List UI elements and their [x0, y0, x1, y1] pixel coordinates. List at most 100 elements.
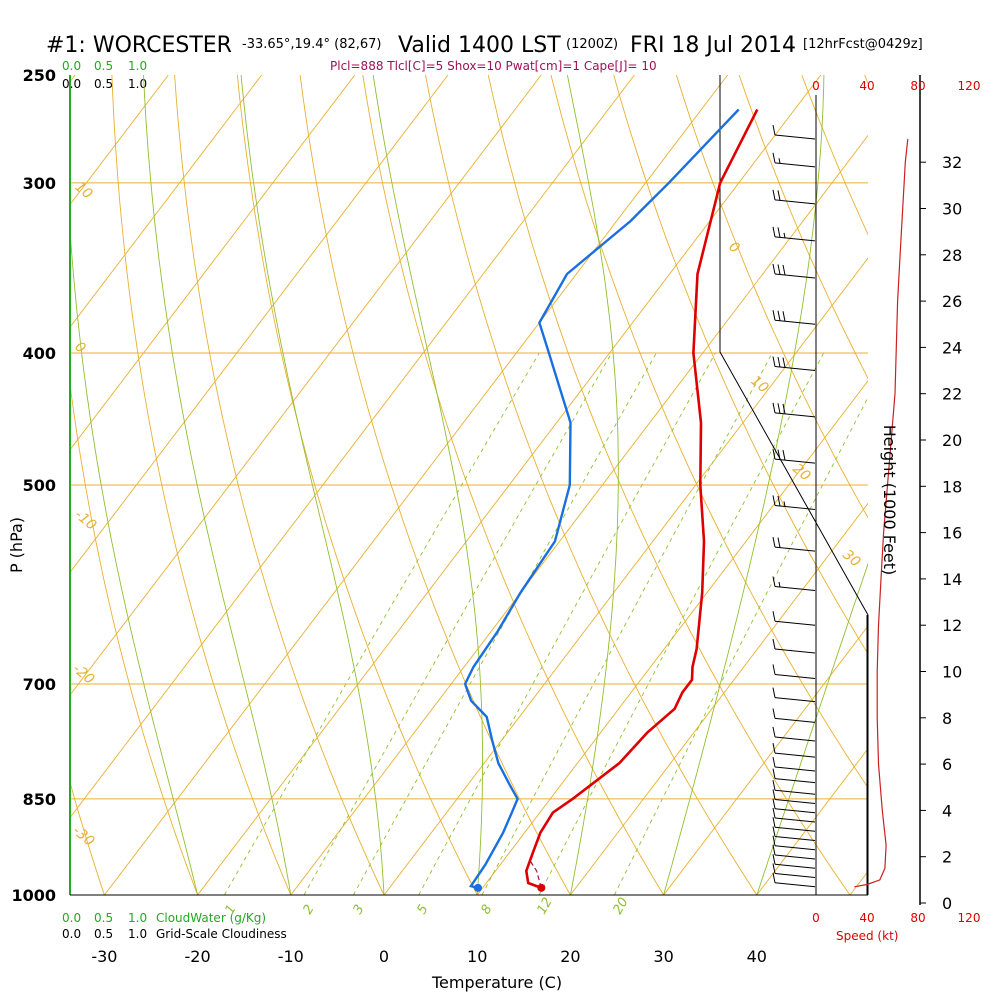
wind-barb-staff — [774, 817, 816, 823]
dry-adiabat-line — [550, 75, 868, 789]
bottom-cloud-tick: 1.0 — [128, 911, 147, 925]
moist-adiabat-line — [372, 75, 483, 895]
speed-tick: 80 — [910, 79, 925, 93]
wind-barb-staff — [774, 835, 816, 841]
wind-barb-staff — [774, 620, 816, 626]
wind-barb — [772, 402, 816, 418]
wind-barb-staff — [774, 854, 816, 860]
wind-barb-flag — [782, 450, 786, 461]
moist-adiabat-line — [663, 75, 825, 895]
dry-adiabat-line — [362, 75, 664, 895]
wind-barb-flag — [777, 227, 781, 238]
speed-axis-top: 0 40 80 120 — [812, 79, 980, 93]
wind-barb-staff — [774, 873, 816, 879]
speed-tick: 40 — [859, 911, 874, 925]
wind-barb-staff — [774, 236, 816, 242]
wind-barb-staff — [774, 585, 816, 591]
wind-barb — [772, 449, 816, 464]
y-axis-title: P (hPa) — [7, 517, 26, 573]
isotherm-label: -30 — [69, 823, 97, 850]
wind-barb-flag — [772, 817, 776, 828]
wind-barb-flag — [782, 311, 786, 322]
wind-barb — [772, 537, 816, 552]
wind-barb — [772, 189, 816, 205]
cloudwater-label: CloudWater (g/Kg) — [156, 911, 266, 925]
height-tick-label: 14 — [942, 570, 962, 589]
wind-barb-half-flag — [783, 501, 786, 507]
wind-barb-half-flag — [778, 581, 781, 588]
wind-barb-half-flag — [778, 158, 781, 164]
height-tick-label: 26 — [942, 292, 962, 311]
moist-adiabat-line — [70, 224, 199, 895]
wind-barb-staff — [774, 826, 816, 832]
dry-adiabat-line — [425, 75, 758, 895]
temperature-tick-label: -30 — [91, 947, 117, 966]
bottom-cloud-tick: 0.0 — [62, 911, 81, 925]
wind-barb — [772, 263, 816, 279]
wind-barb-staff — [774, 766, 816, 772]
speed-tick: 40 — [859, 79, 874, 93]
moist-adiabat-line — [240, 75, 385, 895]
wind-barb-flag — [772, 664, 776, 675]
moist-adiabat-line — [756, 562, 868, 895]
wind-barb — [772, 664, 816, 679]
wind-barb-staff — [774, 673, 816, 679]
height-tick-label: 22 — [942, 385, 962, 404]
forecast-info: [12hrFcst@0429z] — [803, 37, 923, 52]
wind-barb — [772, 756, 816, 772]
height-tick-label: 28 — [942, 246, 962, 265]
dry-adiabat-line — [174, 75, 385, 895]
temperature-tick-label: 40 — [747, 947, 767, 966]
wind-barb-staff — [774, 808, 816, 814]
pressure-tick-label: 1000 — [11, 886, 56, 905]
surface-dewpoint-dot — [473, 883, 482, 892]
plot-frame — [69, 75, 869, 896]
wind-barb — [772, 817, 816, 832]
isotherm-line — [70, 75, 262, 328]
isotherm-line — [756, 747, 868, 895]
height-tick-label: 2 — [942, 848, 952, 867]
height-tick-label: 8 — [942, 709, 952, 728]
wind-barb-staff — [774, 882, 816, 888]
wind-barb — [772, 708, 816, 723]
wind-barb — [772, 726, 816, 742]
wind-barb-staff — [774, 697, 816, 703]
wind-barb-flag — [772, 263, 776, 275]
wind-barb-flag — [772, 226, 776, 238]
wind-barb — [772, 638, 816, 654]
top-cloudiness-tick: 1.0 — [128, 77, 147, 91]
height-tick-label: 12 — [942, 616, 962, 635]
wind-barb-flag — [772, 844, 776, 856]
isotherm-line — [849, 870, 868, 895]
wind-barb-flag — [772, 124, 776, 136]
speed-axis-bottom: 0 40 80 120 — [812, 911, 980, 925]
wind-barb — [772, 863, 816, 879]
wind-barb — [772, 310, 816, 325]
wind-barb-flag — [772, 780, 776, 791]
wind-barb-flag — [772, 152, 776, 163]
params-line: Plcl=888 Tlcl[C]=5 Shox=10 Pwat[cm]=1 Ca… — [330, 59, 657, 73]
wind-barb-flag — [772, 402, 776, 413]
speed-tick: 120 — [958, 911, 981, 925]
dry-adiabat-line — [70, 380, 199, 895]
wind-barb — [772, 226, 816, 242]
wind-barb — [772, 495, 816, 510]
wind-barb-flag — [777, 495, 781, 507]
wind-barb-flag — [772, 768, 776, 779]
isotherm-line — [663, 625, 868, 895]
wind-barb-staff — [774, 648, 816, 654]
wind-barb-flag — [772, 310, 776, 321]
pressure-tick-label: 250 — [23, 66, 56, 85]
mixing-ratio-line — [481, 352, 773, 895]
parcel-path — [530, 861, 542, 889]
wind-barb — [772, 789, 816, 804]
wind-barb-flag — [777, 449, 781, 460]
wind-barb-flag — [772, 356, 776, 367]
dry-adiabat-line — [675, 75, 868, 519]
wind-barb-staff — [774, 199, 816, 205]
temperature-profile — [524, 108, 759, 890]
wind-barb-staff — [774, 736, 816, 742]
wind-barb-flag — [772, 726, 776, 738]
axes: 0246810121416182022242628303225030040050… — [11, 66, 962, 966]
